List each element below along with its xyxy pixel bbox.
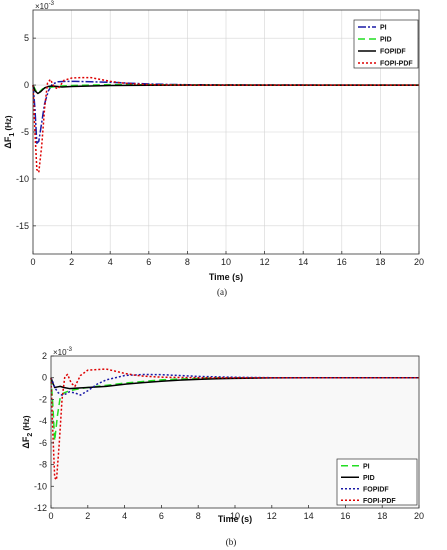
legend-box — [353, 19, 419, 69]
x-tick-label: 14 — [298, 257, 308, 267]
figure-caption: (a) — [217, 287, 227, 297]
x-tick-label: 18 — [377, 511, 387, 521]
y-axis-label: ΔF2 (Hz) — [21, 415, 34, 449]
x-tick-label: 12 — [267, 511, 277, 521]
x-tick-label: 0 — [48, 511, 53, 521]
y-multiplier: ×10-3 — [35, 1, 55, 11]
legend-label: PI — [363, 463, 370, 470]
y-axis-label-subscript: 1 — [9, 133, 16, 137]
y-tick-label: 0 — [24, 80, 29, 90]
y-multiplier-base: ×10 — [35, 2, 49, 11]
x-tick-label: 12 — [260, 257, 270, 267]
x-tick-label: 6 — [159, 511, 164, 521]
y-multiplier-base: ×10 — [53, 348, 67, 357]
y-axis-label-subscript: 2 — [27, 433, 34, 437]
y-axis-label-unit: (Hz) — [22, 415, 31, 433]
x-tick-label: 16 — [337, 257, 347, 267]
legend: PI PID FOPIDF FOPI-PDF — [336, 458, 418, 506]
legend-label: FOPIDF — [363, 486, 389, 493]
x-tick-label: 16 — [340, 511, 350, 521]
y-axis-label: ΔF1 (Hz) — [3, 115, 16, 149]
chart-panel-0: 0 2 4 6 8 10 12 14 16 18 20 -15 -10 -5 0 5 ×10-3 Time (s)… — [3, 1, 424, 297]
series-line-fopi-pdf — [50, 368, 419, 481]
y-tick-label: 0 — [42, 373, 47, 383]
legend-label: PID — [363, 475, 375, 482]
legend-label: PID — [380, 37, 392, 44]
x-tick-label: 4 — [108, 257, 113, 267]
y-tick-label: 5 — [24, 33, 29, 43]
legend-label: FOPIDF — [380, 49, 406, 56]
figure-caption: (b) — [226, 537, 237, 547]
y-axis-label-main: ΔF — [21, 436, 31, 448]
x-tick-label: 8 — [185, 257, 190, 267]
x-tick-label: 14 — [304, 511, 314, 521]
y-multiplier-exponent: -3 — [49, 1, 55, 7]
y-tick-label: -5 — [21, 127, 29, 137]
x-tick-label: 8 — [196, 511, 201, 521]
y-tick-label: -4 — [39, 416, 47, 426]
x-tick-label: 18 — [375, 257, 385, 267]
x-axis-label: Time (s) — [218, 514, 252, 524]
series-line-fopi-pdf — [32, 76, 419, 174]
y-tick-label: -10 — [16, 174, 29, 184]
legend-label: PI — [380, 25, 387, 32]
y-multiplier: ×10-3 — [53, 347, 73, 357]
x-axis-label: Time (s) — [209, 272, 243, 282]
y-multiplier-exponent: -3 — [67, 347, 73, 353]
series-line-fopidf — [50, 373, 419, 396]
x-tick-label: 4 — [122, 511, 127, 521]
legend-label: FOPI-PDF — [380, 61, 413, 68]
legend: PI PID FOPIDF FOPI-PDF — [353, 19, 419, 69]
y-tick-label: -10 — [34, 481, 47, 491]
y-tick-label: 2 — [42, 351, 47, 361]
x-tick-label: 0 — [30, 257, 35, 267]
x-tick-label: 2 — [69, 257, 74, 267]
y-tick-label: -6 — [39, 438, 47, 448]
chart-panel-1: 0 2 4 6 8 10 12 14 16 18 20 -12 -10 -8 -6 -4 -2 0 2 ×10-3 Ti… — [21, 347, 424, 547]
x-tick-label: 6 — [146, 257, 151, 267]
x-tick-label: 10 — [230, 511, 240, 521]
x-tick-label: 20 — [414, 511, 424, 521]
legend-label: FOPI-PDF — [363, 498, 396, 505]
x-tick-label: 2 — [85, 511, 90, 521]
y-tick-label: -2 — [39, 394, 47, 404]
y-axis-label-main: ΔF — [3, 136, 13, 148]
x-tick-label: 10 — [221, 257, 231, 267]
y-tick-label: -12 — [34, 503, 47, 513]
legend-box — [336, 458, 418, 506]
y-tick-label: -8 — [39, 460, 47, 470]
y-axis-label-unit: (Hz) — [4, 115, 13, 133]
y-tick-label: -15 — [16, 221, 29, 231]
x-tick-label: 20 — [414, 257, 424, 267]
